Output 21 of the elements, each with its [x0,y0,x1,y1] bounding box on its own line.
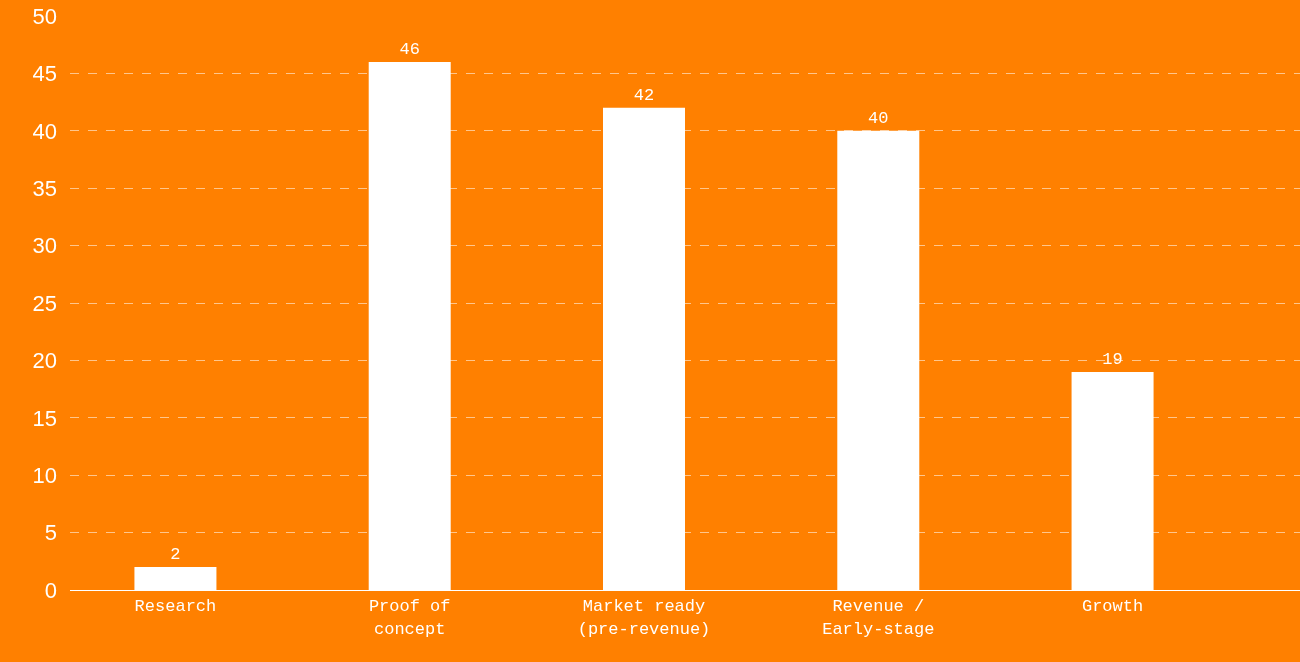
x-tick-label: Growth [1081,597,1144,617]
y-tick-label: 50 [32,3,57,29]
x-tick-label: Proof of concept [368,597,451,639]
data-label: 2 [170,545,181,565]
y-tick-label: 35 [32,175,57,201]
y-tick-label: 15 [32,405,57,431]
y-tick-label: 20 [32,348,57,374]
y-tick-label: 25 [32,290,57,316]
x-tick-label: Market ready (pre-revenue) [577,597,711,639]
x-tick-label: Revenue / Early-stage [822,597,935,639]
y-tick-label: 45 [32,61,57,87]
y-tick-label: 30 [32,233,57,259]
data-label: 19 [1102,349,1123,369]
data-label: 42 [633,85,655,105]
y-tick-label: 10 [32,462,57,488]
x-tick-label: Research [134,597,217,617]
y-tick-label: 5 [44,520,57,546]
y-tick-label: 40 [32,118,57,144]
data-label: 46 [399,39,420,59]
y-tick-label: 0 [44,577,57,603]
data-label: 40 [868,108,889,128]
